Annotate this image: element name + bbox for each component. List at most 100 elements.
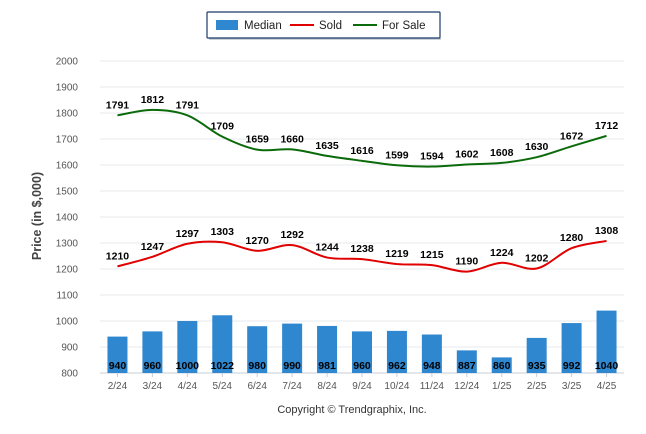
y-tick-1800: 1800 — [56, 109, 79, 120]
y-tick-900: 900 — [61, 343, 78, 354]
median-label-8-24: 981 — [318, 360, 336, 372]
x-tick-9-24: 9/24 — [352, 381, 372, 392]
for-sale-label-2-25: 1630 — [525, 141, 549, 153]
median-label-7-24: 990 — [283, 360, 301, 372]
sold-label-1-25: 1224 — [490, 247, 514, 259]
for-sale-label-3-24: 1812 — [141, 94, 165, 106]
x-tick-5-24: 5/24 — [213, 381, 233, 392]
median-bar-4-24 — [177, 321, 198, 373]
sold-label-12-24: 1190 — [455, 256, 478, 268]
for-sale-label-3-25: 1672 — [560, 130, 584, 142]
for-sale-label-10-24: 1599 — [385, 149, 409, 161]
x-axis-ticks: 2/24 3/24 4/24 5/24 6/24 7/24 8/24 9/24 10/24 11/… — [108, 373, 617, 392]
trend-lines — [117, 108, 607, 273]
median-label-5-24: 1022 — [211, 360, 235, 372]
sold-label-6-24: 1270 — [246, 235, 270, 247]
for-sale-label-7-24: 1660 — [280, 133, 304, 145]
median-bar-4-25 — [596, 310, 617, 373]
y-tick-1500: 1500 — [56, 187, 79, 198]
y-axis-title: Price (in $,000) — [30, 172, 44, 260]
copyright-footer: Copyright © Trendgraphix, Inc. — [277, 404, 426, 416]
x-tick-4-25: 4/25 — [597, 381, 617, 392]
for-sale-label-4-24: 1791 — [176, 99, 200, 111]
legend-label-for-sale: For Sale — [382, 20, 425, 32]
y-tick-1200: 1200 — [56, 265, 79, 276]
y-tick-2000: 2000 — [56, 57, 79, 68]
x-tick-6-24: 6/24 — [247, 381, 267, 392]
x-tick-1-25: 1/25 — [492, 381, 512, 392]
sold-label-4-25: 1308 — [595, 225, 619, 237]
median-bar-2-25 — [526, 337, 547, 373]
for-sale-line — [117, 108, 607, 168]
for-sale-label-1-25: 1608 — [490, 147, 514, 159]
median-bar-3-25 — [561, 323, 582, 373]
gridlines — [100, 60, 624, 348]
x-tick-10-24: 10/24 — [384, 381, 409, 392]
legend: Median Sold For Sale — [206, 11, 441, 40]
median-bar-1-25 — [491, 357, 512, 373]
median-label-10-24: 962 — [388, 360, 406, 372]
data-labels: 940 960 1000 1022 980 990 981 960 962 948 887 860 93… — [106, 94, 619, 372]
median-bar-11-24 — [421, 334, 442, 373]
y-tick-1400: 1400 — [56, 213, 79, 224]
y-tick-1700: 1700 — [56, 135, 79, 146]
for-sale-label-6-24: 1659 — [246, 134, 270, 146]
median-bar-8-24 — [317, 325, 338, 373]
for-sale-label-2-24: 1791 — [106, 99, 130, 111]
median-label-6-24: 980 — [248, 360, 266, 372]
sold-label-2-25: 1202 — [525, 252, 549, 264]
median-bar-9-24 — [352, 331, 372, 373]
median-label-11-24: 948 — [423, 360, 441, 372]
median-label-3-25: 992 — [563, 360, 581, 372]
x-tick-3-25: 3/25 — [562, 381, 582, 392]
median-bar-7-24 — [282, 323, 303, 373]
median-bar-6-24 — [247, 326, 268, 373]
median-bars — [107, 310, 617, 373]
y-tick-1000: 1000 — [56, 317, 79, 328]
sold-label-8-24: 1244 — [315, 242, 339, 254]
sold-label-3-25: 1280 — [560, 232, 584, 244]
sold-label-4-24: 1297 — [176, 228, 200, 240]
for-sale-label-11-24: 1594 — [420, 151, 444, 163]
legend-label-median: Median — [244, 20, 282, 32]
for-sale-label-5-24: 1709 — [211, 121, 235, 133]
sold-label-11-24: 1215 — [420, 249, 444, 261]
x-tick-4-24: 4/24 — [178, 381, 198, 392]
median-label-2-24: 940 — [109, 360, 127, 372]
legend-label-sold: Sold — [319, 20, 342, 32]
y-tick-800: 800 — [61, 369, 78, 380]
sold-label-10-24: 1219 — [385, 248, 409, 260]
for-sale-label-12-24: 1602 — [455, 148, 479, 160]
median-label-12-24: 887 — [458, 360, 476, 372]
median-bar-2-24 — [107, 336, 128, 373]
y-tick-1600: 1600 — [56, 161, 79, 172]
median-label-1-25: 860 — [493, 360, 511, 372]
sold-label-7-24: 1292 — [280, 229, 304, 241]
median-label-4-24: 1000 — [176, 360, 200, 372]
y-tick-1900: 1900 — [56, 83, 79, 94]
median-bar-10-24 — [386, 330, 407, 373]
y-tick-1300: 1300 — [56, 239, 79, 250]
y-tick-1100: 1100 — [56, 291, 78, 302]
x-tick-12-24: 12/24 — [454, 381, 479, 392]
x-tick-11-24: 11/24 — [420, 381, 445, 392]
median-label-3-24: 960 — [144, 360, 162, 372]
for-sale-label-9-24: 1616 — [350, 145, 374, 157]
x-tick-2-25: 2/25 — [527, 381, 547, 392]
legend-swatch-median — [216, 20, 238, 30]
for-sale-label-8-24: 1635 — [315, 140, 339, 152]
legend-box — [206, 11, 441, 39]
y-axis-ticks: 800 900 1000 1100 1200 1300 1400 1500 1600 1700 18… — [56, 57, 79, 380]
for-sale-label-4-25: 1712 — [595, 120, 619, 132]
sold-line — [117, 239, 607, 273]
median-label-4-25: 1040 — [595, 360, 619, 372]
median-label-2-25: 935 — [528, 360, 546, 372]
median-bar-5-24 — [212, 315, 233, 373]
x-tick-7-24: 7/24 — [282, 381, 302, 392]
x-tick-8-24: 8/24 — [317, 381, 337, 392]
x-tick-2-24: 2/24 — [108, 381, 128, 392]
x-tick-3-24: 3/24 — [143, 381, 163, 392]
median-bar-12-24 — [456, 350, 477, 373]
sold-label-3-24: 1247 — [141, 241, 165, 253]
